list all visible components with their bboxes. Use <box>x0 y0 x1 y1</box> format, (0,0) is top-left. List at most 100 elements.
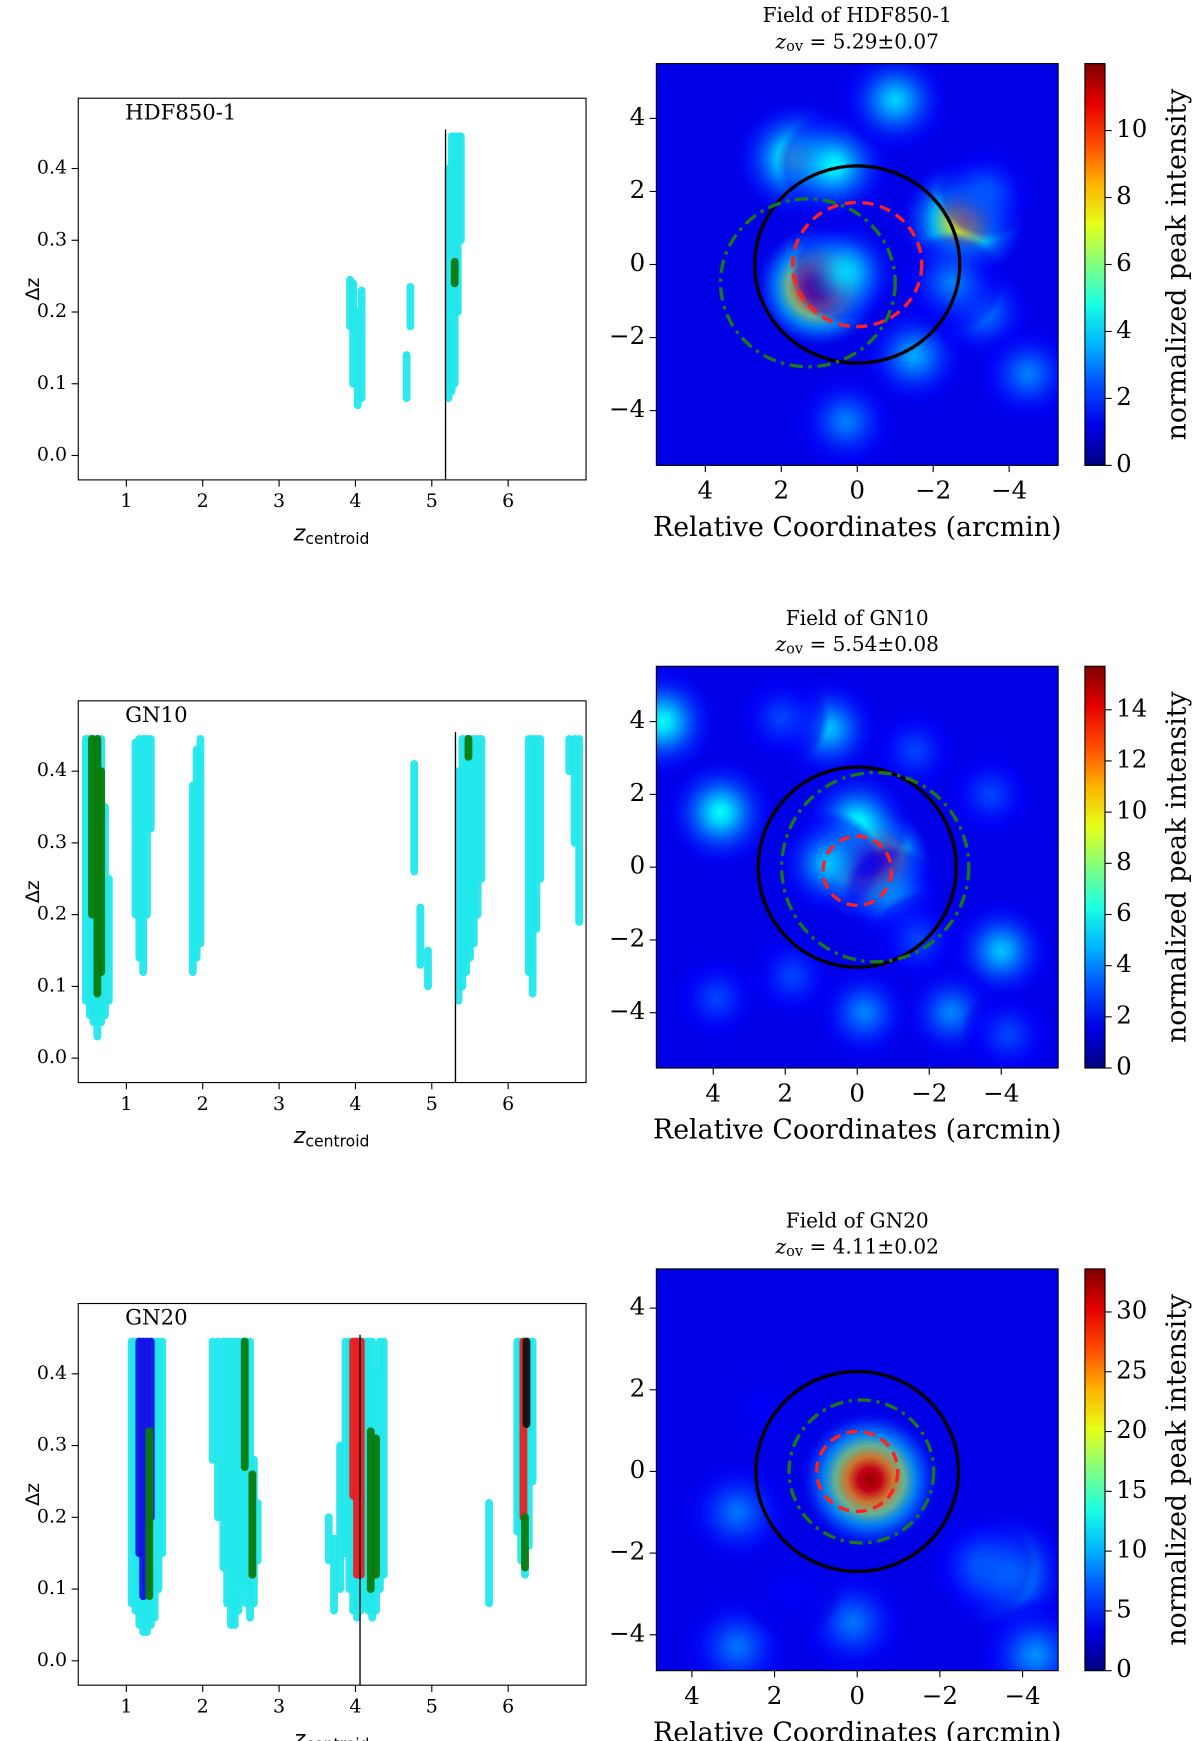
circle <box>815 1429 900 1514</box>
x-tick-label: 3 <box>273 1093 285 1115</box>
y-tick-label: 0.2 <box>37 300 67 322</box>
y-tick-label: 0 <box>630 851 646 880</box>
x-tick-label: 4 <box>705 1078 721 1107</box>
x-tick-label: 2 <box>197 1093 209 1115</box>
chart-subtitle: zov = 4.11±0.02 <box>775 1234 939 1260</box>
y-axis-label: Δz <box>22 880 44 903</box>
annotation: GN20 <box>125 1305 187 1330</box>
x-axis-label: Relative Coordinates (arcmin) <box>653 512 1061 543</box>
strip <box>464 734 473 761</box>
y-tick-label: 0.4 <box>37 157 67 179</box>
source <box>934 142 1038 241</box>
colorbar-tick-label: 4 <box>1116 315 1132 344</box>
y-axis-label: Δz <box>22 1483 44 1506</box>
x-tick-label: 0 <box>849 1681 865 1710</box>
circle <box>754 1369 961 1574</box>
strip <box>450 257 459 288</box>
strip <box>528 1337 537 1486</box>
y-tick-label: −4 <box>609 1618 645 1647</box>
circle <box>787 1398 936 1545</box>
strip <box>575 734 584 926</box>
source <box>838 63 952 155</box>
x-tick-label: 4 <box>349 1696 361 1718</box>
strip <box>485 1499 493 1608</box>
x-tick-label: 0 <box>849 476 865 505</box>
heatmap <box>656 1268 1059 1671</box>
strip <box>406 282 415 331</box>
colorbar-tick-label: 10 <box>1116 1535 1147 1564</box>
source <box>789 217 903 327</box>
colorbar-tick-label: 6 <box>1116 248 1132 277</box>
colorbar-tick-label: 14 <box>1116 693 1147 722</box>
y-tick-label: 0.1 <box>37 974 67 996</box>
strip <box>521 1513 529 1572</box>
circle <box>718 197 897 369</box>
y-tick-label: 0.2 <box>37 903 67 925</box>
x-tick-label: 1 <box>120 490 132 512</box>
y-tick-label: 0.4 <box>37 1362 67 1384</box>
x-tick-label: 5 <box>426 1696 438 1718</box>
y-tick-label: 0.0 <box>37 1649 67 1671</box>
colorbar-tick-label: 30 <box>1116 1295 1147 1324</box>
colorbar-tick-label: 10 <box>1116 114 1147 143</box>
strip <box>456 132 465 245</box>
x-tick-label: 2 <box>777 1078 793 1107</box>
strip <box>330 1534 338 1615</box>
strip <box>248 1470 257 1579</box>
strip <box>357 286 366 403</box>
source <box>976 1597 1059 1671</box>
colorbar-tick-label: 8 <box>1116 181 1132 210</box>
y-tick-label: 2 <box>630 1373 646 1402</box>
strip <box>424 946 432 991</box>
source <box>656 666 719 778</box>
colorbar-tick-label: 8 <box>1116 847 1132 876</box>
colorbar-tick-label: 5 <box>1116 1594 1132 1623</box>
y-tick-label: 0.0 <box>37 443 67 465</box>
source <box>668 949 765 1047</box>
x-tick-label: −4 <box>1004 1681 1040 1710</box>
x-tick-label: 5 <box>426 490 438 512</box>
source <box>739 1538 843 1642</box>
source <box>974 322 1059 426</box>
source <box>733 669 830 767</box>
source <box>899 231 1006 334</box>
x-tick-label: 4 <box>698 476 714 505</box>
chart-subtitle: zov = 5.54±0.08 <box>775 632 939 658</box>
source <box>800 1411 940 1549</box>
x-tick-label: 2 <box>767 1681 783 1710</box>
strip <box>104 874 113 1005</box>
annotation: HDF850-1 <box>125 99 236 124</box>
x-tick-label: 1 <box>120 1093 132 1115</box>
plot-area <box>77 97 587 481</box>
x-tick-label: 5 <box>426 1093 438 1115</box>
x-tick-label: 6 <box>502 1093 514 1115</box>
y-tick-label: 4 <box>630 1292 646 1321</box>
colorbar <box>1084 63 1106 466</box>
x-tick-label: 2 <box>197 1696 209 1718</box>
colorbar-label: normalized peak intensity <box>1162 88 1193 441</box>
strip <box>145 1427 154 1601</box>
x-tick-label: 2 <box>197 490 209 512</box>
source <box>960 986 1057 1069</box>
x-axis-label: zcentroid <box>293 520 370 548</box>
source <box>813 961 916 1064</box>
x-axis-label: zcentroid <box>293 1123 370 1151</box>
colorbar-tick-label: 10 <box>1116 796 1147 825</box>
y-tick-label: 0 <box>630 248 646 277</box>
source <box>664 756 777 869</box>
source <box>680 1455 795 1569</box>
strip <box>372 1434 380 1579</box>
chart-title: Field of GN20 <box>786 1209 929 1233</box>
source <box>925 1510 1038 1621</box>
y-tick-label: 0.3 <box>37 228 67 250</box>
source <box>792 370 899 466</box>
x-tick-label: 4 <box>349 490 361 512</box>
y-tick-label: 0.4 <box>37 759 67 781</box>
y-tick-label: −2 <box>609 923 645 952</box>
strip <box>416 903 425 969</box>
x-tick-label: 2 <box>773 476 789 505</box>
x-tick-label: 6 <box>502 490 514 512</box>
colorbar-tick-label: 4 <box>1116 949 1132 978</box>
y-tick-label: −2 <box>609 1537 645 1566</box>
circle <box>821 834 894 908</box>
